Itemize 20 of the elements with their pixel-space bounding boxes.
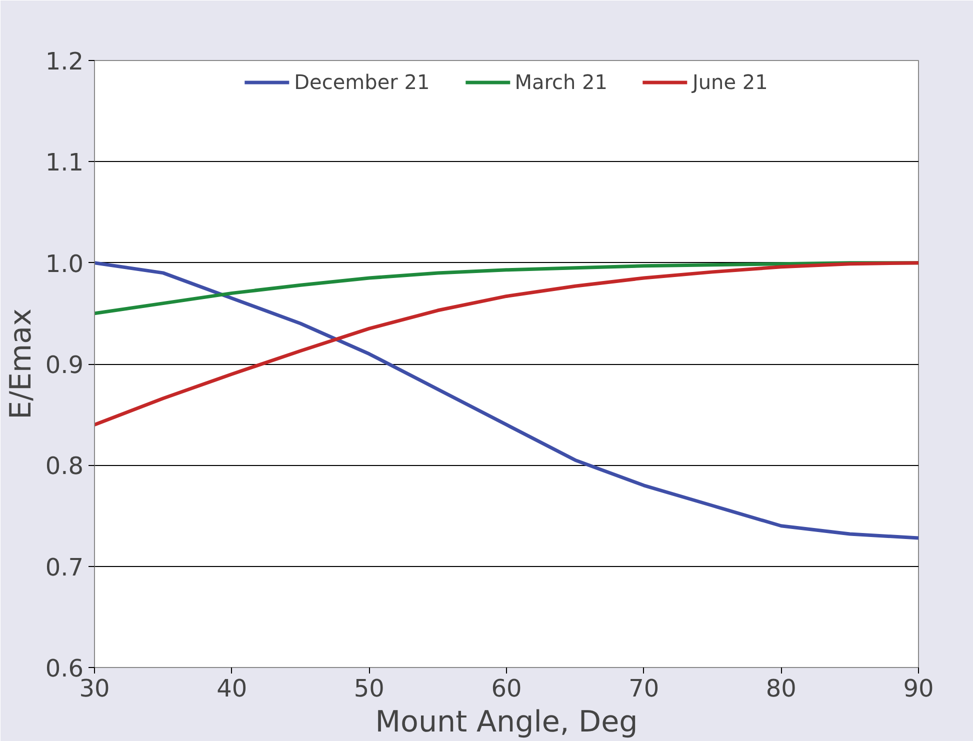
- y-tick-label: 0.8: [45, 452, 84, 480]
- x-tick-label: 90: [903, 674, 934, 702]
- x-tick-label: 30: [79, 674, 110, 702]
- y-tick-label: 1.0: [45, 250, 84, 278]
- line-series: [94, 261, 918, 540]
- x-tick-label: 70: [628, 674, 660, 702]
- y-tick-label: 1.2: [45, 48, 84, 76]
- x-axis-title: Mount Angle, Deg: [375, 704, 638, 738]
- legend-label: December 21: [294, 70, 430, 94]
- y-tick-label: 0.9: [45, 351, 84, 379]
- legend-label: March 21: [514, 70, 608, 94]
- legend-label: June 21: [692, 70, 768, 94]
- x-tick-label: 40: [216, 674, 248, 702]
- y-tick-label: 1.1: [45, 148, 84, 177]
- y-tick-label: 0.7: [45, 553, 84, 582]
- line-series: [94, 261, 918, 426]
- x-tick-label: 50: [354, 674, 384, 702]
- x-tick-label: 80: [766, 674, 796, 702]
- x-tick-label: 60: [491, 674, 522, 702]
- y-axis-title: E/Emax: [3, 308, 38, 420]
